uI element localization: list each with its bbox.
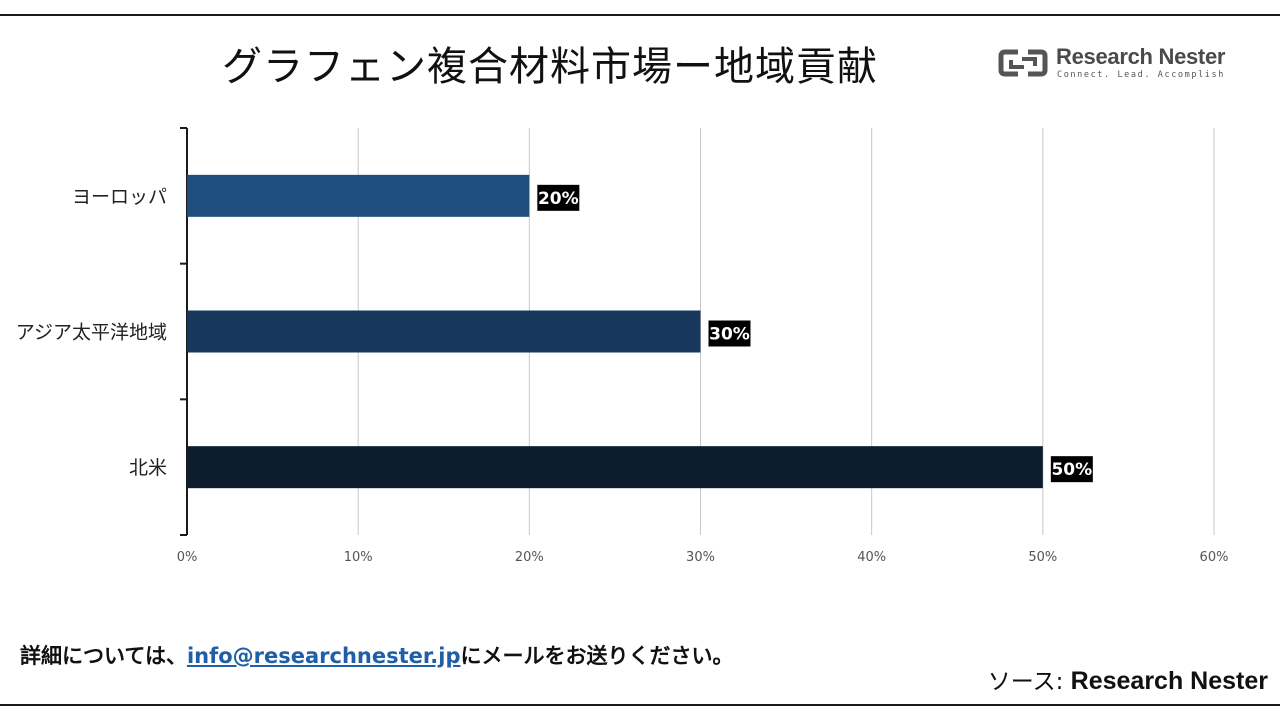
source-credit: ソース: Research Nester (988, 662, 1268, 696)
category-label: 北米 (129, 457, 167, 479)
logo-name: Research Nester (1056, 44, 1226, 69)
logo: Research Nester Connect. Lead. Accomplis… (998, 44, 1228, 86)
logo-tagline: Connect. Lead. Accomplish (1057, 70, 1225, 80)
contact-suffix: にメールをお送りください。 (460, 644, 734, 668)
research-nester-logo-icon (998, 49, 1048, 77)
x-tick-label: 60% (1200, 550, 1229, 565)
bar (187, 310, 701, 353)
bar (187, 446, 1043, 489)
top-rule (0, 14, 1280, 16)
data-label: 50% (1051, 460, 1092, 480)
data-label: 20% (538, 189, 579, 209)
source-name: Research Nester (1070, 667, 1268, 695)
data-label-bg (1050, 456, 1093, 483)
bottom-rule (0, 704, 1280, 706)
data-label-bg (708, 320, 751, 347)
email-link[interactable]: info@researchnester.jp (186, 644, 461, 668)
x-tick-label: 30% (686, 550, 715, 565)
bar-chart: 0% 10% 20% 30% 40% 50% 60% ヨーロッパ 20% アジア太平洋地域 30% 北… (16, 127, 1229, 565)
data-label: 30% (709, 325, 750, 345)
contact-note: 詳細については、info@researchnester.jpにメールをお送りくだ… (20, 640, 733, 670)
x-tick-label: 40% (857, 550, 886, 565)
contact-prefix: 詳細については、 (20, 644, 187, 668)
x-tick-label: 0% (177, 550, 198, 565)
category-label: ヨーロッパ (72, 186, 167, 208)
chart-title: グラフェン複合材料市場ー地域貢献 (222, 44, 878, 90)
data-label-bg (537, 184, 580, 211)
x-tick-label: 10% (344, 550, 373, 565)
source-label: ソース: (987, 669, 1071, 695)
category-label: アジア太平洋地域 (16, 322, 167, 344)
x-tick-label: 50% (1028, 550, 1057, 565)
bar (187, 174, 530, 217)
x-tick-label: 20% (515, 550, 544, 565)
